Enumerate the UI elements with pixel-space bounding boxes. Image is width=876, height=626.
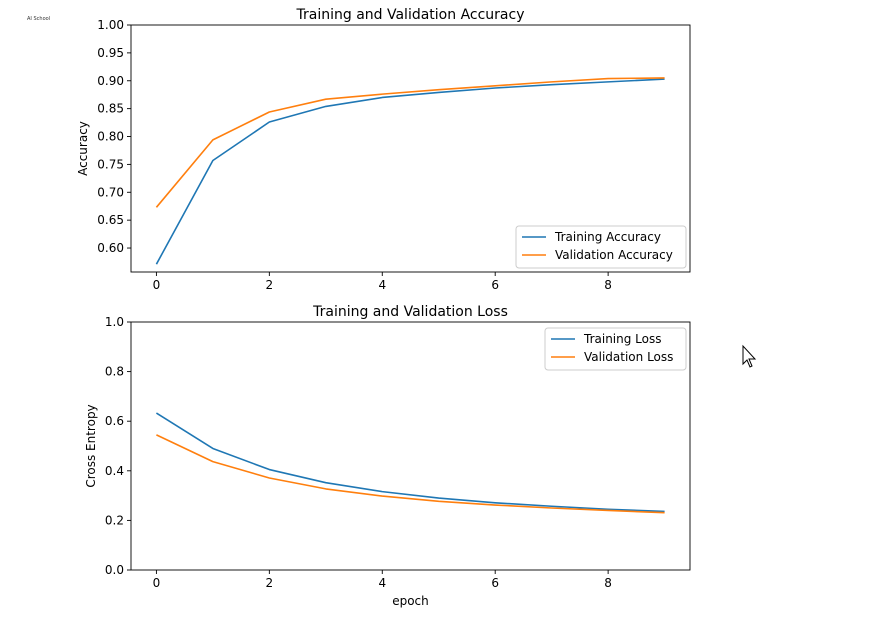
y-axis-label: Cross Entropy xyxy=(84,404,98,487)
y-tick-label: 1.0 xyxy=(105,315,124,329)
y-tick-label: 0.4 xyxy=(105,464,124,478)
x-tick-label: 2 xyxy=(266,278,274,292)
legend-label: Validation Accuracy xyxy=(555,248,673,262)
mouse-cursor-icon xyxy=(742,344,757,368)
series-line-validation-accuracy xyxy=(155,77,665,208)
x-tick-label: 4 xyxy=(378,278,386,292)
y-tick-label: 0.8 xyxy=(105,365,124,379)
loss-chart: Training and Validation Loss 0 2 4 6 8 0.0 0.2 0… xyxy=(84,304,691,608)
y-tick-label: 1.00 xyxy=(97,18,124,32)
x-tick-label: 0 xyxy=(153,278,161,292)
legend-box xyxy=(544,327,687,371)
x-tick-label: 8 xyxy=(604,576,612,590)
logo: AI School xyxy=(27,17,50,22)
y-tick-label: 0.60 xyxy=(97,241,124,255)
x-tick-label: 6 xyxy=(491,576,499,590)
x-tick-label: 0 xyxy=(153,576,161,590)
axes-frame xyxy=(130,24,691,273)
y-tick-label: 0.65 xyxy=(97,213,124,227)
chart-title: Training and Validation Loss xyxy=(312,304,508,320)
x-tick-label: 2 xyxy=(266,576,274,590)
y-tick-label: 0.2 xyxy=(105,513,124,527)
x-tick-label: 6 xyxy=(491,278,499,292)
y-tick-label: 0.95 xyxy=(97,46,124,60)
legend-label: Training Loss xyxy=(583,332,661,346)
y-tick-label: 0.70 xyxy=(97,185,124,199)
legend-box xyxy=(515,225,687,269)
y-tick-label: 0.0 xyxy=(105,563,124,577)
axes-frame xyxy=(130,321,691,571)
x-tick-label: 8 xyxy=(604,278,612,292)
chart-title: Training and Validation Accuracy xyxy=(296,7,525,23)
y-axis-label: Accuracy xyxy=(76,121,90,176)
y-tick-label: 0.75 xyxy=(97,157,124,171)
series-line-training-accuracy xyxy=(155,78,665,265)
legend-label: Validation Loss xyxy=(584,350,673,364)
x-tick-label: 4 xyxy=(378,576,386,590)
series-line-training-loss xyxy=(155,412,665,513)
y-tick-label: 0.85 xyxy=(97,102,124,116)
x-axis-label: epoch xyxy=(392,594,429,608)
accuracy-chart: Training and Validation Accuracy 0 2 4 6 8 0.6… xyxy=(76,7,691,292)
y-tick-label: 0.80 xyxy=(97,130,124,144)
y-tick-label: 0.90 xyxy=(97,74,124,88)
logo-text: AI School xyxy=(27,16,51,22)
series-line-validation-loss xyxy=(156,434,665,514)
legend: Training Accuracy Validation Accuracy xyxy=(515,225,687,269)
legend: Training Loss Validation Loss xyxy=(544,327,687,371)
legend-label: Training Accuracy xyxy=(554,230,661,244)
y-tick-label: 0.6 xyxy=(105,414,124,428)
